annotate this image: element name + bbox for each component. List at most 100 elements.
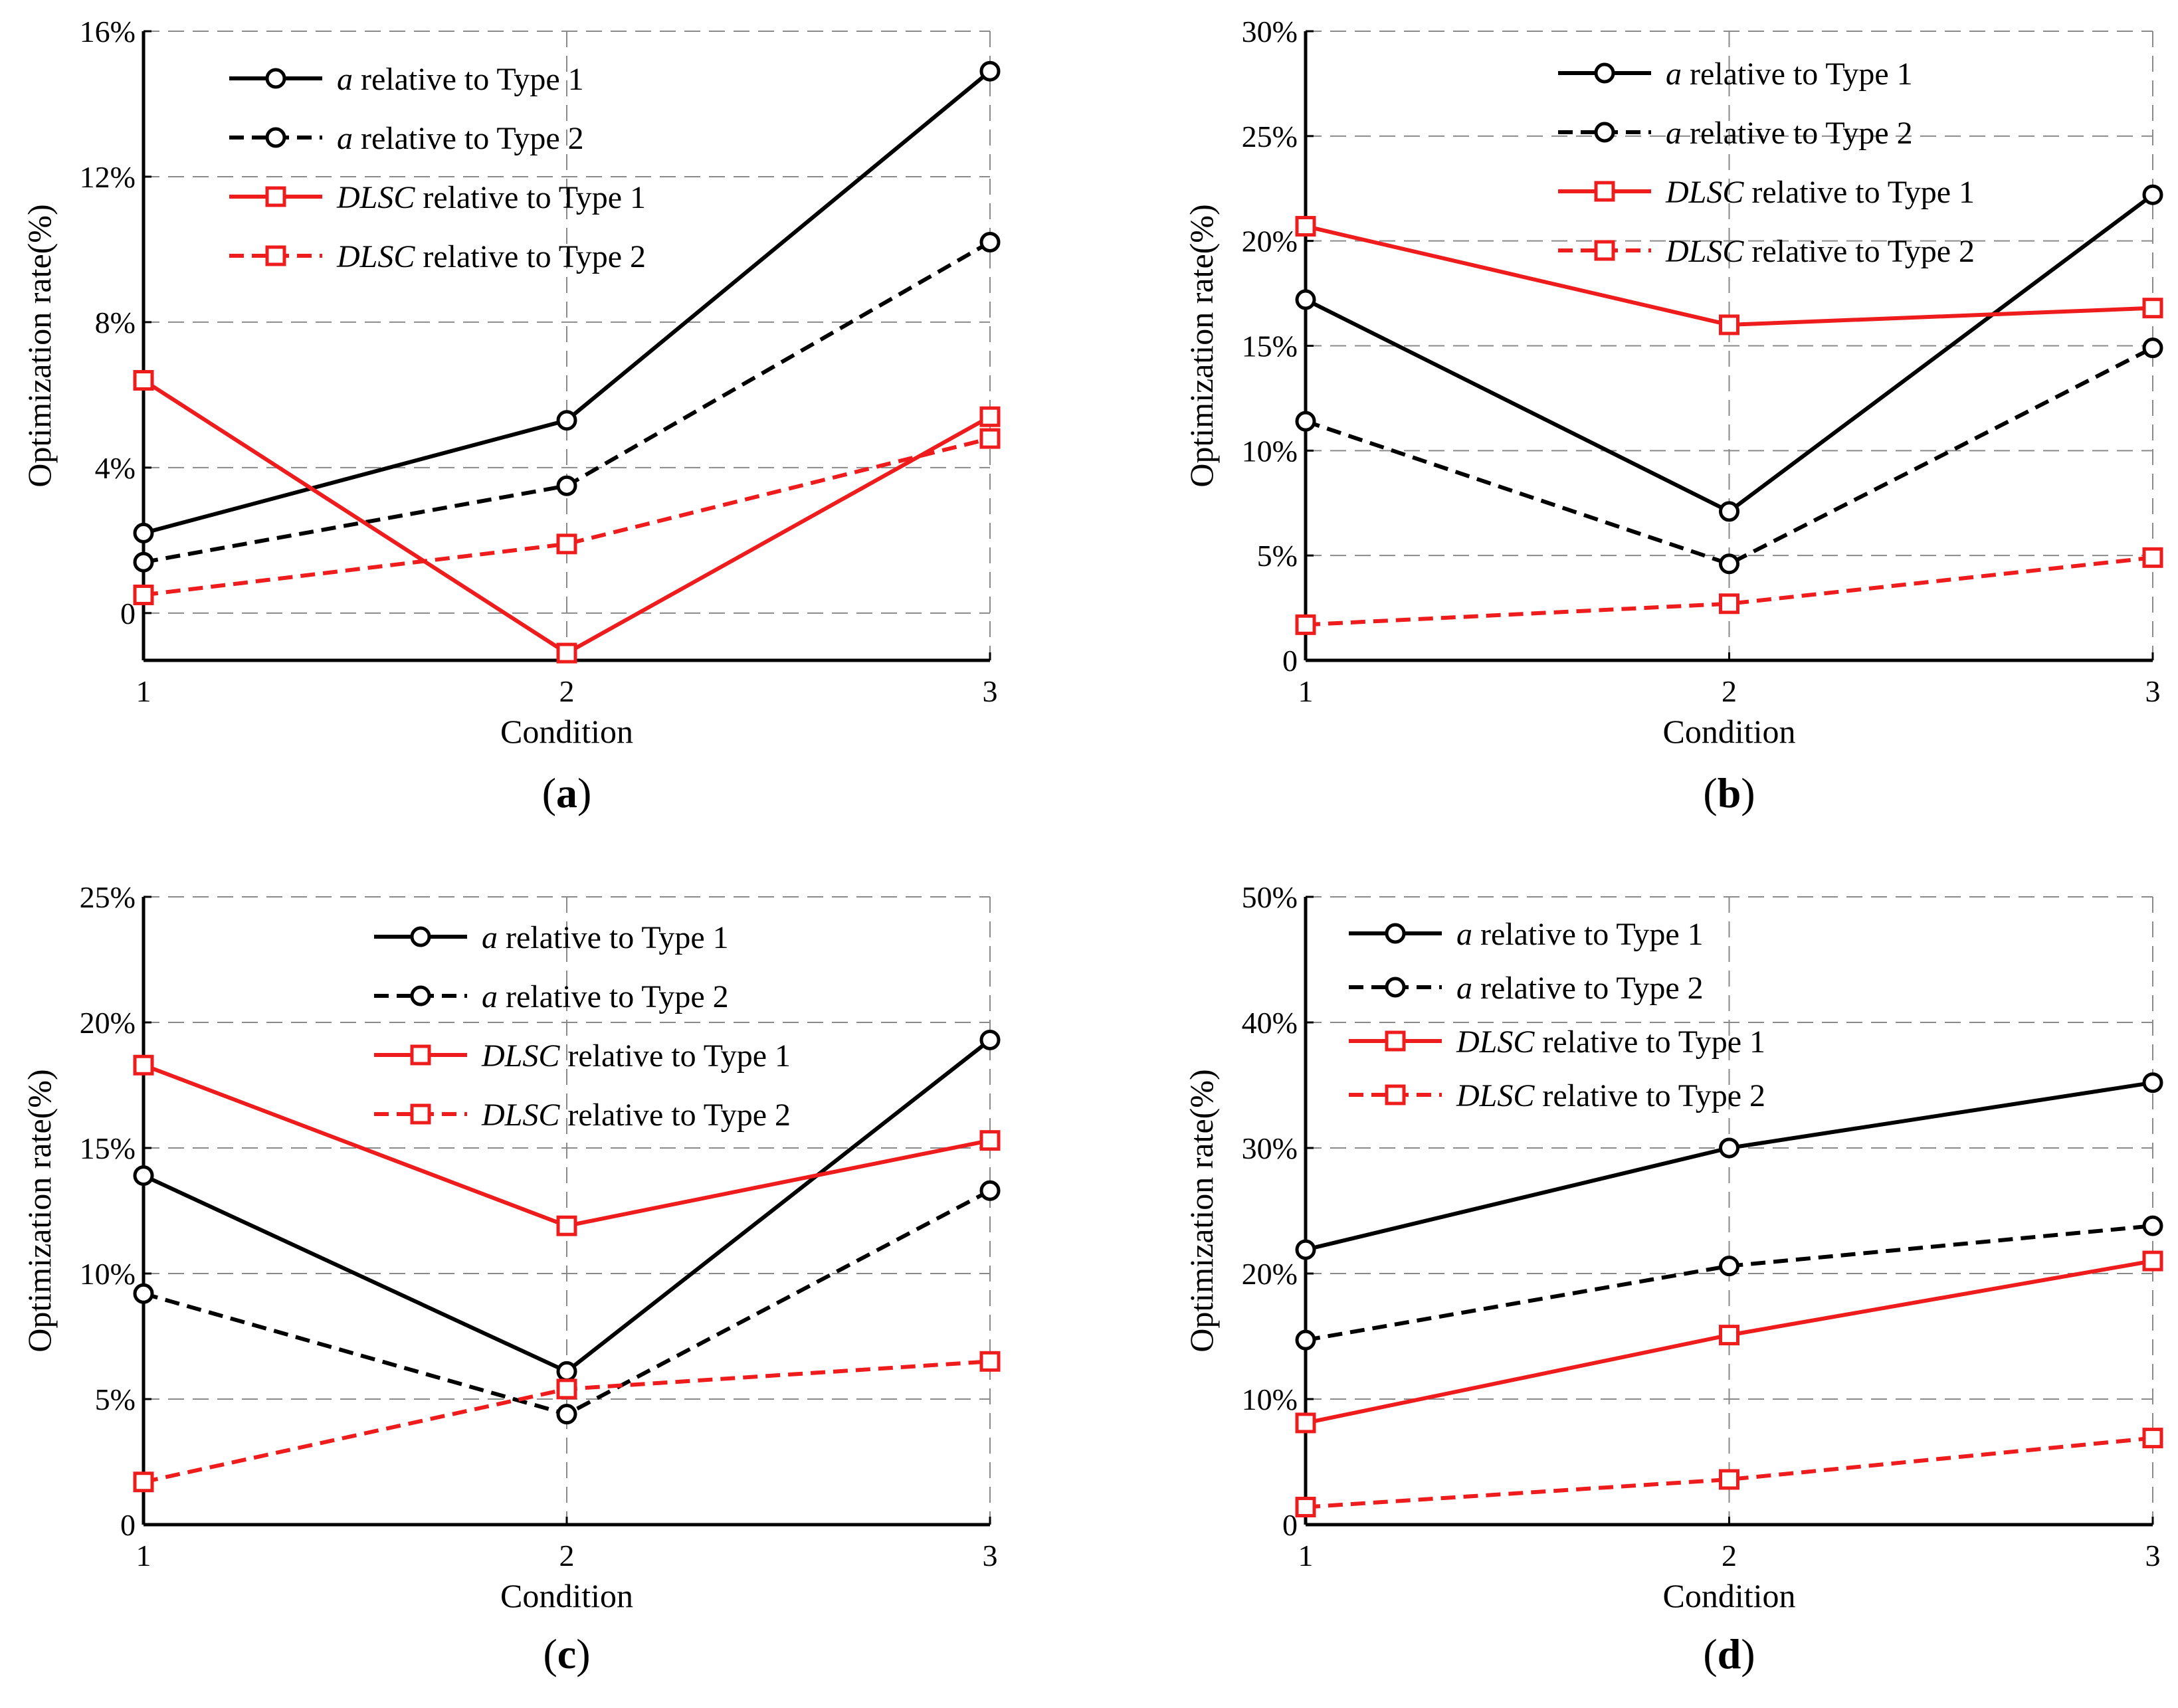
- data-point-circle: [1295, 411, 1316, 432]
- series-3: [133, 1351, 1001, 1493]
- y-tick-label: 0: [120, 1508, 136, 1542]
- y-tick-label: 20%: [1242, 225, 1298, 258]
- series-0: [1295, 1072, 2163, 1260]
- series-0: [133, 1029, 1001, 1382]
- legend-name: relative to Type 1: [1682, 56, 1913, 92]
- data-point-square: [133, 1054, 154, 1076]
- series-line: [143, 436, 991, 597]
- legend-symbol: a: [1456, 917, 1472, 952]
- legend-symbol: DLSC: [1665, 175, 1744, 210]
- y-axis-label: Optimization rate(%): [1183, 204, 1220, 487]
- data-point-circle: [556, 1404, 577, 1425]
- legend-name: relative to Type 2: [1743, 234, 1975, 269]
- y-tick-label: 16%: [80, 15, 136, 48]
- data-point-circle: [556, 410, 577, 431]
- legend-symbol: DLSC: [481, 1038, 560, 1074]
- legend-label: a relative to Type 2: [1456, 971, 1704, 1006]
- data-point-circle: [1295, 1329, 1316, 1351]
- y-tick-label: 25%: [80, 880, 136, 914]
- legend-name: relative to Type 2: [559, 1097, 791, 1133]
- legend-marker-square: [265, 245, 286, 266]
- legend-name: relative to Type 1: [498, 920, 729, 955]
- data-point-circle: [2142, 1215, 2163, 1236]
- data-point-square: [979, 428, 1001, 449]
- panel-b: 0 5% 10% 15% 20% 25% 30% 1 2 3 Condition Optimizati…: [1183, 15, 2163, 816]
- legend-symbol: DLSC: [336, 180, 415, 215]
- x-tick-label: 1: [136, 1539, 151, 1572]
- y-tick-label: 40%: [1242, 1006, 1298, 1040]
- data-point-circle: [1719, 1137, 1739, 1159]
- series-1: [1295, 337, 2163, 575]
- legend-label: DLSC relative to Type 1: [336, 180, 646, 215]
- legend-symbol: DLSC: [1665, 234, 1744, 269]
- panel-caption: (d): [1703, 1630, 1755, 1677]
- panel-letter: b: [1718, 769, 1741, 816]
- legend-marker-circle: [1594, 122, 1615, 143]
- series-1: [133, 1180, 1001, 1425]
- x-tick-label: 3: [983, 674, 998, 708]
- data-point-square: [1295, 1497, 1316, 1518]
- legend-label: DLSC relative to Type 2: [1665, 234, 1975, 269]
- y-tick-label: 4%: [95, 451, 136, 485]
- legend-marker-circle: [265, 127, 286, 148]
- data-point-square: [556, 1378, 577, 1400]
- legend-name: relative to Type 1: [1743, 175, 1975, 210]
- panel-d: 0 10% 20% 30% 40% 50% 1 2 3 Condition Optimization…: [1183, 880, 2163, 1677]
- legend-symbol: DLSC: [1456, 1024, 1535, 1060]
- data-point-square: [1295, 614, 1316, 635]
- data-point-square: [556, 1215, 577, 1236]
- data-point-circle: [2142, 337, 2163, 359]
- data-point-circle: [1719, 501, 1739, 522]
- y-tick-label: 5%: [95, 1382, 136, 1416]
- legend-label: a relative to Type 2: [337, 121, 584, 156]
- legend-label: a relative to Type 1: [1456, 917, 1704, 952]
- legend-marker-circle: [265, 68, 286, 89]
- legend-name: relative to Type 2: [353, 121, 584, 156]
- y-tick-label: 15%: [80, 1131, 136, 1165]
- x-tick-label: 2: [1722, 674, 1737, 708]
- data-point-circle: [1295, 1239, 1316, 1260]
- legend-label: DLSC relative to Type 2: [1456, 1078, 1765, 1113]
- legend-name: relative to Type 1: [1534, 1024, 1765, 1060]
- legend-symbol: a: [482, 979, 498, 1014]
- data-point-circle: [133, 1283, 154, 1304]
- legend-symbol: a: [1666, 116, 1682, 151]
- legend: a relative to Type 1a relative to Type 2…: [1349, 917, 1765, 1113]
- legend-name: relative to Type 1: [415, 180, 646, 215]
- legend-name: relative to Type 2: [1534, 1078, 1765, 1113]
- series-line: [1305, 555, 2153, 627]
- panel-letter: a: [556, 769, 577, 816]
- data-point-circle: [556, 475, 577, 496]
- legend-marker-square: [1385, 1030, 1406, 1052]
- legend-symbol: a: [337, 62, 353, 97]
- legend: a relative to Type 1a relative to Type 2…: [1558, 56, 1975, 269]
- data-point-square: [1719, 593, 1739, 615]
- y-tick-label: 0: [1282, 1508, 1298, 1542]
- y-tick-label: 0: [1282, 644, 1298, 678]
- legend-label: a relative to Type 1: [482, 920, 729, 955]
- x-axis-label: Condition: [1662, 713, 1795, 750]
- legend: a relative to Type 1 a relative to Type 2…: [229, 62, 646, 274]
- x-axis-label: Condition: [500, 713, 633, 750]
- legend-label: DLSC relative to Type 1: [481, 1038, 791, 1074]
- x-tick-label: 1: [1298, 674, 1314, 708]
- series-3: [1295, 1428, 2163, 1518]
- legend-label: DLSC relative to Type 2: [481, 1097, 791, 1133]
- legend-symbol: DLSC: [336, 239, 415, 274]
- series-line: [1305, 1436, 2153, 1509]
- legend-name: relative to Type 1: [559, 1038, 791, 1074]
- data-point-square: [2142, 298, 2163, 319]
- panel-a: 0 4% 8% 12% 16% 1 2 3 Condition Optimization rate…: [21, 15, 1001, 816]
- series-line: [1305, 345, 2154, 566]
- x-tick-label: 1: [136, 674, 151, 708]
- data-point-square: [1295, 1412, 1316, 1434]
- y-tick-label: 20%: [1242, 1257, 1298, 1291]
- x-axis-label: Condition: [500, 1577, 633, 1614]
- legend-name: relative to Type 2: [1682, 116, 1913, 151]
- panel-caption: (a): [542, 769, 592, 816]
- data-point-circle: [1719, 553, 1739, 575]
- panel-c: 0 5% 10% 15% 20% 25% 1 2 3 Condition Optimization …: [21, 880, 1001, 1677]
- series-2: [1295, 1250, 2163, 1434]
- data-point-circle: [133, 522, 154, 543]
